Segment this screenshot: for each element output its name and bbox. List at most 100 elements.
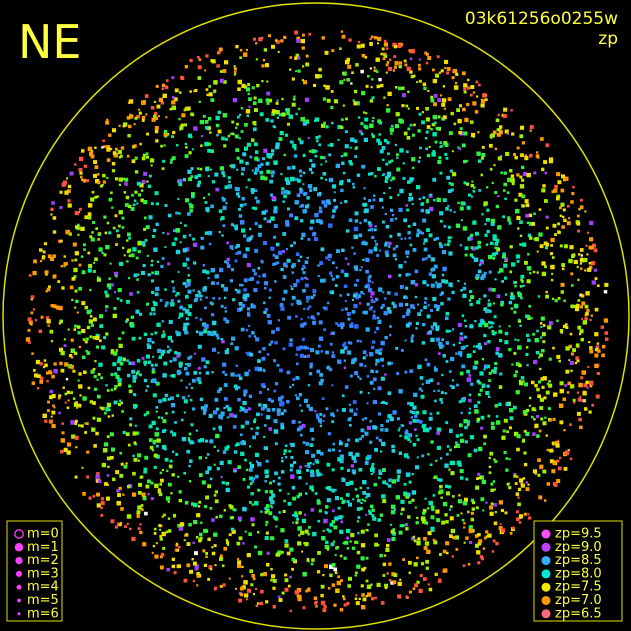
star	[128, 236, 131, 240]
star	[556, 196, 560, 201]
star	[524, 260, 528, 265]
star	[521, 165, 525, 169]
star	[470, 511, 474, 515]
star	[370, 295, 373, 299]
star	[545, 143, 550, 148]
star	[399, 148, 404, 153]
star	[94, 257, 98, 261]
star	[74, 435, 79, 440]
star	[77, 403, 82, 408]
star	[311, 163, 316, 168]
star	[254, 221, 258, 226]
star	[443, 224, 447, 228]
star	[350, 464, 354, 468]
star	[424, 137, 428, 140]
star	[83, 248, 86, 251]
star	[320, 176, 323, 180]
star	[355, 601, 360, 606]
star	[336, 249, 340, 254]
star	[301, 79, 304, 82]
star	[238, 208, 241, 211]
star	[343, 284, 348, 288]
star	[465, 182, 470, 186]
star	[74, 324, 78, 328]
star	[364, 499, 367, 502]
star	[295, 376, 299, 380]
star	[180, 76, 185, 80]
star	[372, 340, 376, 344]
star	[504, 293, 508, 296]
star	[576, 221, 581, 226]
star	[252, 268, 256, 272]
star	[349, 408, 354, 413]
star	[354, 371, 359, 376]
star	[171, 557, 175, 561]
star	[169, 360, 173, 363]
star	[351, 298, 354, 301]
star	[262, 301, 266, 305]
star	[361, 435, 364, 438]
star	[110, 519, 115, 524]
star	[314, 117, 320, 122]
star	[184, 285, 188, 288]
star	[416, 556, 419, 560]
star	[467, 453, 472, 458]
star	[436, 55, 440, 59]
star	[300, 277, 304, 281]
star	[348, 451, 353, 457]
star	[122, 124, 126, 128]
star	[118, 261, 124, 266]
star	[237, 564, 242, 569]
star	[525, 431, 530, 436]
star	[200, 237, 203, 240]
star	[207, 117, 212, 121]
star	[257, 531, 260, 534]
star	[353, 101, 358, 106]
star	[162, 546, 166, 550]
star	[241, 283, 244, 287]
star	[427, 254, 431, 258]
star	[482, 93, 487, 98]
star	[309, 485, 314, 490]
star	[175, 330, 179, 334]
star	[410, 339, 414, 343]
star	[239, 433, 243, 437]
star	[59, 361, 63, 366]
star	[256, 83, 260, 88]
star	[106, 221, 110, 225]
star	[423, 423, 427, 427]
star	[536, 434, 540, 438]
star	[214, 172, 219, 177]
star	[147, 493, 150, 496]
star	[284, 573, 288, 577]
star	[89, 315, 93, 318]
star	[446, 453, 449, 456]
star	[407, 90, 410, 93]
star	[417, 63, 421, 67]
star	[513, 351, 517, 355]
star	[445, 421, 449, 425]
star	[430, 526, 435, 531]
star	[344, 59, 350, 65]
star	[445, 156, 449, 160]
star	[439, 457, 443, 460]
star	[504, 511, 508, 515]
star	[155, 286, 160, 291]
star	[445, 551, 449, 555]
star	[361, 241, 365, 245]
star	[293, 154, 298, 158]
star	[241, 303, 246, 308]
star	[270, 578, 273, 582]
star	[58, 305, 63, 311]
star	[307, 238, 311, 241]
star	[249, 227, 252, 231]
star	[490, 241, 494, 246]
star	[385, 162, 389, 166]
star	[490, 482, 494, 486]
star	[241, 407, 245, 412]
star	[532, 432, 536, 436]
star	[180, 379, 183, 382]
star	[400, 512, 403, 516]
star	[516, 510, 519, 514]
star	[406, 255, 409, 258]
